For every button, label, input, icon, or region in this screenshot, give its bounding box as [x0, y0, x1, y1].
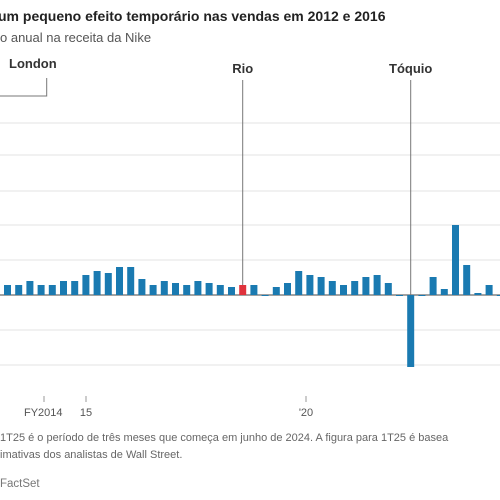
footnote-line-2: imativas dos analistas de Wall Street. — [0, 449, 183, 461]
bar — [149, 285, 157, 295]
bar — [194, 281, 202, 295]
chart-title: um pequeno efeito temporário nas vendas … — [0, 8, 386, 24]
bar — [116, 267, 123, 295]
event-line-london — [0, 78, 48, 97]
bar — [37, 285, 45, 295]
event-label-rio: Rio — [232, 61, 253, 76]
bar — [26, 281, 34, 295]
source-name: FactSet — [0, 478, 40, 490]
bar — [328, 281, 336, 295]
bar — [362, 277, 370, 295]
bar — [138, 279, 146, 295]
bar — [306, 275, 314, 295]
bar — [160, 281, 168, 295]
x-tick-label: 15 — [80, 407, 92, 419]
bar — [93, 271, 101, 295]
bar — [205, 283, 213, 295]
footnote-line-1: 1T25 é o período de três meses que começ… — [0, 432, 449, 444]
bar — [440, 289, 448, 295]
bar — [340, 285, 347, 295]
x-tick-label: '20 — [299, 407, 313, 419]
bar — [474, 293, 482, 295]
bar — [60, 281, 67, 295]
bar — [418, 295, 426, 296]
event-label-tquio: Tóquio — [389, 61, 432, 76]
bar — [496, 295, 500, 296]
bar — [71, 281, 79, 295]
bar — [172, 283, 179, 295]
bar — [82, 275, 90, 295]
bar — [228, 287, 235, 295]
bar — [317, 277, 325, 295]
bar — [373, 275, 381, 295]
bar — [261, 295, 269, 296]
x-tick-label: FY2014 — [24, 407, 63, 419]
bar — [452, 225, 459, 295]
bar — [272, 287, 280, 295]
source-text: FactSet — [0, 478, 40, 490]
chart-subtitle: o anual na receita da Nike — [0, 30, 152, 45]
bar — [384, 283, 392, 295]
bar — [216, 285, 224, 295]
bar — [127, 267, 135, 295]
bar — [4, 285, 11, 295]
bar — [396, 295, 403, 296]
bar — [407, 295, 415, 367]
bar — [239, 285, 247, 295]
bar — [250, 285, 258, 295]
bar — [351, 281, 359, 295]
bar — [463, 265, 471, 295]
bar — [485, 285, 493, 295]
bar — [104, 273, 112, 295]
bar — [15, 285, 23, 295]
bar — [284, 283, 291, 295]
bar — [183, 285, 191, 295]
event-label-london: London — [9, 56, 57, 71]
bar — [295, 271, 303, 295]
bar — [429, 277, 437, 295]
bar — [48, 285, 56, 295]
